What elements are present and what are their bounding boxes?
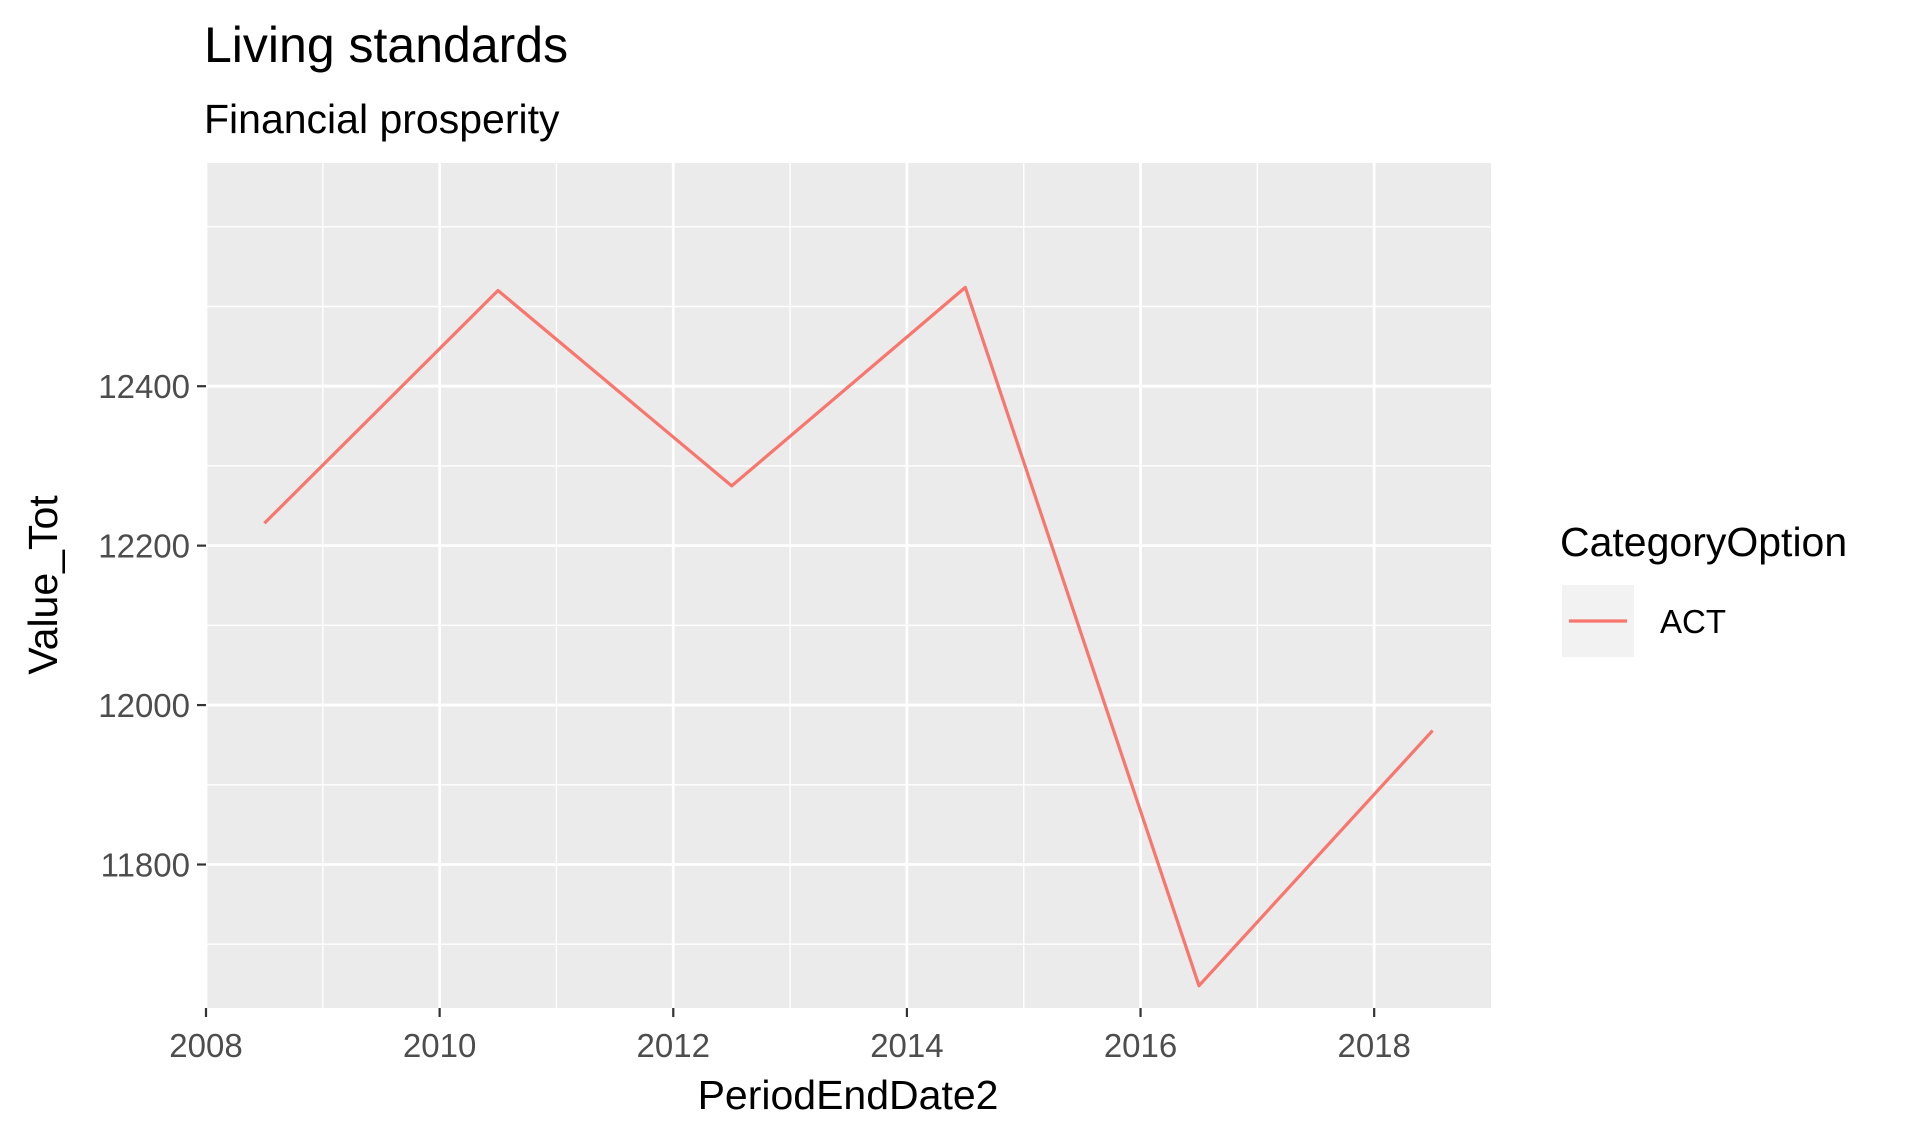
x-tick-label: 2012 bbox=[637, 1027, 710, 1064]
y-tick-label: 12000 bbox=[98, 687, 190, 724]
y-tick-label: 12400 bbox=[98, 368, 190, 405]
legend-title: CategoryOption bbox=[1560, 519, 1847, 565]
y-tick-label: 12200 bbox=[98, 528, 190, 565]
x-tick-label: 2018 bbox=[1337, 1027, 1410, 1064]
y-axis: 11800 12000 12200 12400 bbox=[98, 368, 206, 884]
x-axis: 2008 2010 2012 2014 2016 2018 bbox=[169, 1008, 1411, 1064]
series-line bbox=[263, 285, 1434, 988]
plot-panel bbox=[206, 163, 1491, 1008]
legend: CategoryOption ACT bbox=[1560, 519, 1847, 657]
chart-title: Living standards bbox=[204, 17, 568, 73]
minor-gridlines bbox=[206, 163, 1491, 1008]
series-layer bbox=[263, 285, 1434, 988]
x-axis-title: PeriodEndDate2 bbox=[698, 1072, 999, 1118]
y-axis-title: Value_Tot bbox=[20, 495, 66, 675]
x-tick-label: 2016 bbox=[1104, 1027, 1177, 1064]
legend-label: ACT bbox=[1660, 603, 1726, 640]
x-tick-label: 2014 bbox=[870, 1027, 943, 1064]
chart-subtitle: Financial prosperity bbox=[204, 96, 560, 142]
y-tick-label: 11800 bbox=[101, 847, 190, 884]
legend-items: ACT bbox=[1562, 585, 1726, 657]
major-gridlines bbox=[204, 163, 1491, 1008]
x-tick-label: 2008 bbox=[169, 1027, 242, 1064]
x-tick-label: 2010 bbox=[403, 1027, 476, 1064]
